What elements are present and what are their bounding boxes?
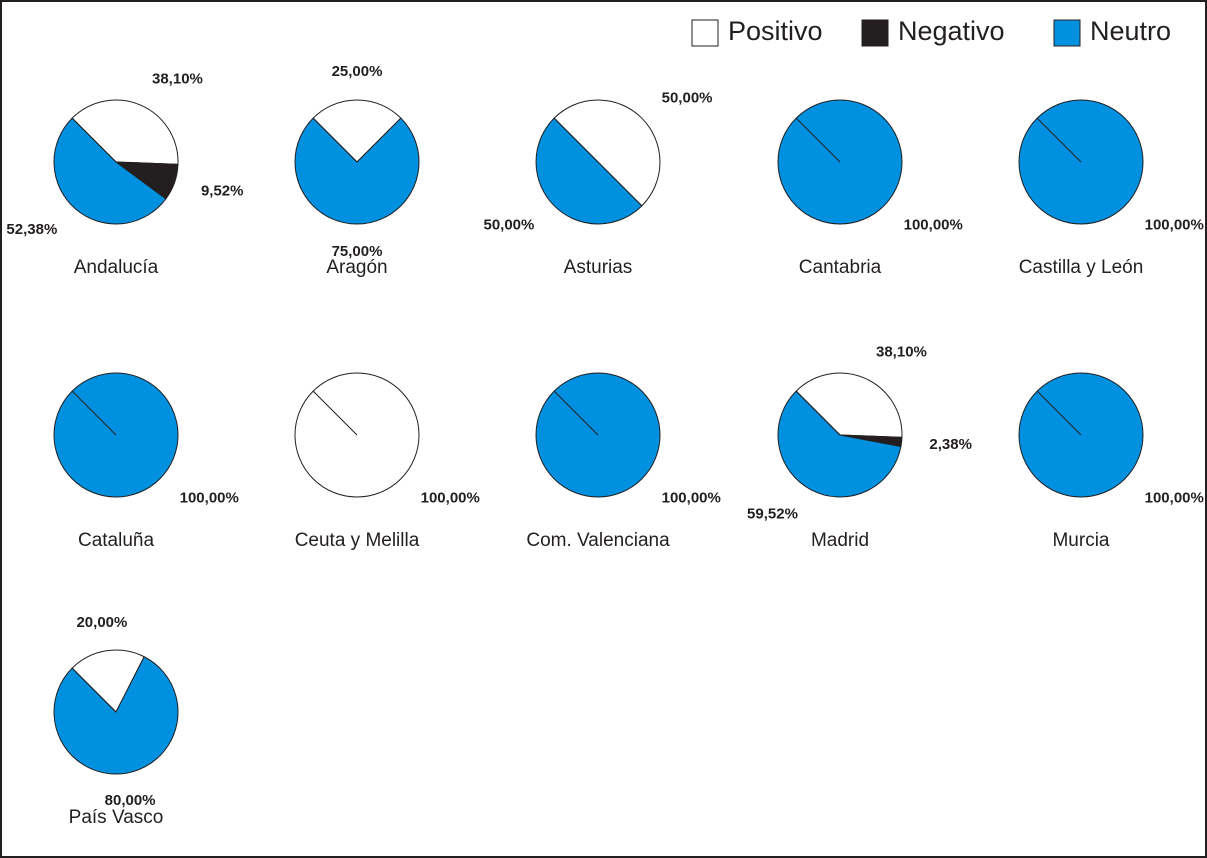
pie-start-line (71, 667, 117, 713)
pie-slice (53, 117, 167, 225)
data-label: 100,00% (662, 490, 721, 507)
data-label: 9,52% (201, 183, 244, 200)
pie-start-line (312, 117, 358, 163)
data-label: 100,00% (1145, 490, 1204, 507)
data-label: 75,00% (332, 243, 383, 260)
pie-title: Madrid (811, 530, 869, 551)
data-label: 20,00% (76, 614, 127, 631)
pie-start-line (1036, 390, 1082, 436)
pie-start-line (553, 390, 599, 436)
legend-label: Negativo (898, 16, 1005, 46)
pie-start-line (71, 117, 117, 163)
pie-title: Castilla y León (1019, 257, 1144, 278)
pie-slice (777, 390, 902, 498)
data-label: 25,00% (332, 63, 383, 80)
pie-slice (53, 656, 179, 775)
legend-label: Neutro (1090, 16, 1171, 46)
pie-slice (71, 99, 179, 165)
data-label: 80,00% (105, 792, 156, 809)
pie-slice (71, 649, 145, 713)
data-label: 100,00% (904, 217, 963, 234)
pie-start-line (71, 390, 117, 436)
pie-title: País Vasco (69, 807, 164, 828)
data-label: 100,00% (421, 490, 480, 507)
data-label: 2,38% (929, 436, 972, 453)
pie-title: Cantabria (799, 257, 882, 278)
pie-title: Murcia (1052, 530, 1109, 551)
pie-slice (535, 117, 643, 225)
legend-swatch (861, 19, 889, 47)
pie-title: Cataluña (78, 530, 154, 551)
legend-swatch (1053, 19, 1081, 47)
data-label: 100,00% (1145, 217, 1204, 234)
pie-title: Andalucía (74, 257, 159, 278)
pie-title: Aragón (326, 257, 387, 278)
pie-slice (553, 99, 661, 207)
data-label: 100,00% (180, 490, 239, 507)
pie-start-line (795, 117, 841, 163)
data-label: 38,10% (152, 70, 203, 87)
pie-title: Com. Valenciana (526, 530, 670, 551)
pie-start-line (312, 390, 358, 436)
pie-start-line (1036, 117, 1082, 163)
data-label: 50,00% (662, 89, 713, 106)
legend-label: Positivo (728, 16, 823, 46)
data-label: 38,10% (876, 343, 927, 360)
pie-slice (294, 117, 420, 225)
pie-title: Asturias (564, 257, 633, 278)
legend-swatch (691, 19, 719, 47)
data-label: 52,38% (6, 221, 57, 238)
data-label: 59,52% (747, 506, 798, 523)
pie-start-line (795, 390, 841, 436)
data-label: 50,00% (483, 217, 534, 234)
pie-slice (795, 372, 903, 438)
pie-title: Ceuta y Melilla (295, 530, 420, 551)
pie-slice (312, 99, 402, 163)
pie-start-line (553, 117, 599, 163)
